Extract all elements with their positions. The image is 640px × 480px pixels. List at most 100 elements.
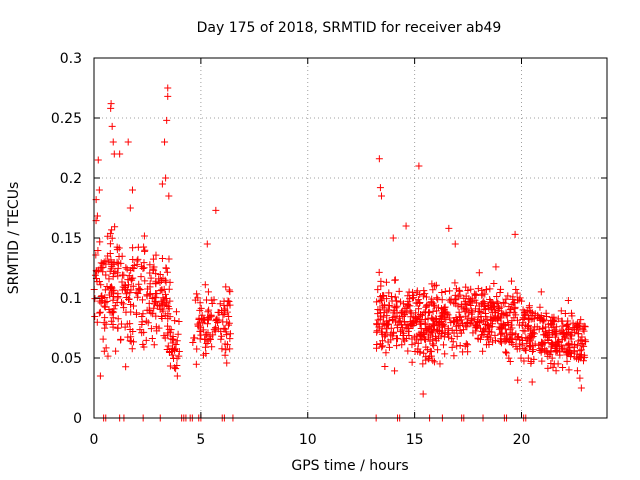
data-point <box>432 315 440 323</box>
data-point <box>573 320 581 328</box>
data-point <box>162 264 170 272</box>
data-point <box>401 305 409 313</box>
y-tick-label: 0.2 <box>60 171 82 187</box>
data-point <box>525 302 533 310</box>
data-point <box>392 318 400 326</box>
x-tick-label: 5 <box>196 432 205 448</box>
data-point <box>387 324 395 332</box>
data-point <box>193 345 201 353</box>
data-point <box>154 301 162 309</box>
data-point <box>150 304 158 312</box>
data-point <box>122 308 130 316</box>
data-point <box>429 307 437 315</box>
data-point <box>148 295 156 303</box>
data-point <box>385 302 393 310</box>
data-point <box>575 337 583 345</box>
data-point <box>190 334 198 342</box>
data-point <box>226 301 234 309</box>
data-point <box>225 321 233 329</box>
chart-title: Day 175 of 2018, SRMTID for receiver ab4… <box>197 20 502 36</box>
data-point <box>110 305 118 313</box>
data-point <box>97 259 105 267</box>
data-point <box>483 315 491 323</box>
data-point <box>441 350 449 358</box>
data-point <box>164 310 172 318</box>
data-point <box>434 346 442 354</box>
data-point <box>109 296 117 304</box>
data-point <box>575 330 583 338</box>
data-point <box>171 317 179 325</box>
data-point <box>373 341 381 349</box>
data-point <box>112 347 120 355</box>
data-point <box>149 310 157 318</box>
data-point <box>373 327 381 335</box>
data-point <box>433 294 441 302</box>
data-point <box>118 278 126 286</box>
data-point <box>460 294 468 302</box>
data-point <box>108 226 116 234</box>
data-point <box>549 317 557 325</box>
data-point <box>108 309 116 317</box>
data-point <box>524 354 532 362</box>
data-point <box>389 234 397 242</box>
data-point <box>503 312 511 320</box>
data-point <box>547 360 555 368</box>
data-point <box>464 314 472 322</box>
data-point <box>162 299 170 307</box>
data-point <box>196 306 204 314</box>
data-point <box>393 342 401 350</box>
data-point <box>459 320 467 328</box>
data-point <box>527 308 535 316</box>
data-point <box>125 281 133 289</box>
data-point <box>148 334 156 342</box>
data-point <box>494 307 502 315</box>
data-point <box>381 331 389 339</box>
data-point <box>554 338 562 346</box>
data-point <box>204 308 212 316</box>
data-point <box>505 354 513 362</box>
data-point <box>127 266 135 274</box>
data-point <box>114 294 122 302</box>
data-point <box>96 372 104 380</box>
data-point <box>430 342 438 350</box>
data-point <box>102 271 110 279</box>
data-point <box>175 318 183 326</box>
data-point <box>489 338 497 346</box>
data-point <box>220 297 228 305</box>
data-point <box>164 84 172 92</box>
data-point <box>570 343 578 351</box>
data-point <box>538 357 546 365</box>
data-point <box>102 260 110 268</box>
data-point <box>163 268 171 276</box>
data-point <box>209 331 217 339</box>
data-point <box>438 327 446 335</box>
data-point <box>199 351 207 359</box>
data-point <box>539 339 547 347</box>
data-point <box>114 315 122 323</box>
data-point <box>162 174 170 182</box>
data-point <box>135 284 143 292</box>
data-point <box>554 360 562 368</box>
data-point <box>429 299 437 307</box>
data-point <box>117 259 125 267</box>
data-point <box>429 329 437 337</box>
data-point <box>513 345 521 353</box>
data-point <box>516 294 524 302</box>
data-point <box>512 330 520 338</box>
data-point <box>165 255 173 263</box>
data-point <box>507 277 515 285</box>
data-point <box>536 303 544 311</box>
data-point <box>203 240 211 248</box>
data-point <box>514 333 522 341</box>
data-point <box>129 302 137 310</box>
data-point <box>174 330 182 338</box>
data-point <box>528 347 536 355</box>
data-point <box>144 319 152 327</box>
data-point <box>444 330 452 338</box>
data-point <box>147 274 155 282</box>
data-point <box>419 329 427 337</box>
data-point <box>429 357 437 365</box>
data-point <box>103 297 111 305</box>
data-point <box>158 180 166 188</box>
data-point <box>524 314 532 322</box>
